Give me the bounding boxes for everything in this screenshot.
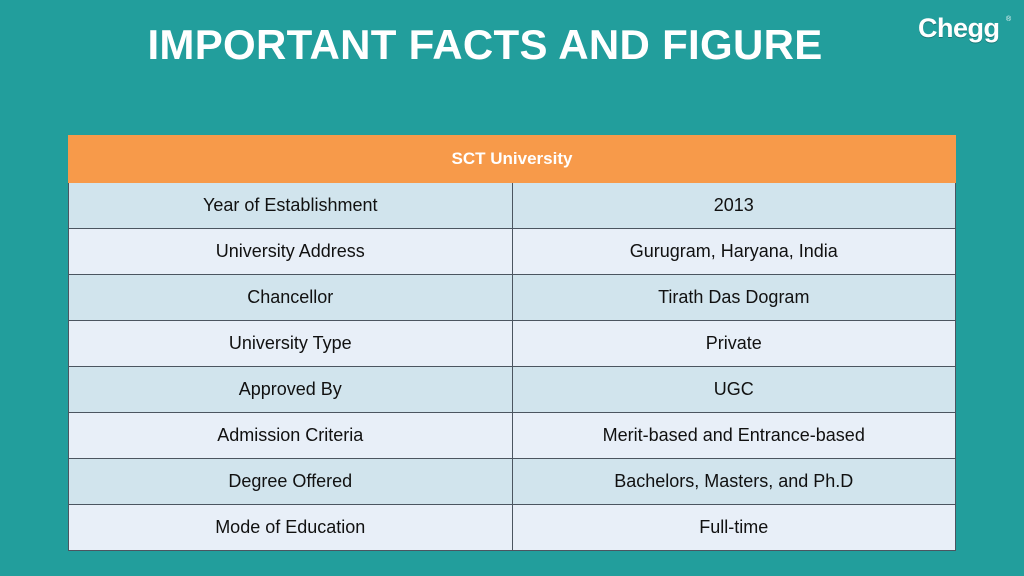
row-value: Merit-based and Entrance-based bbox=[511, 412, 956, 459]
slide-title: IMPORTANT FACTS AND FIGURE bbox=[147, 21, 823, 68]
row-value: Bachelors, Masters, and Ph.D bbox=[511, 458, 956, 505]
table-row: Admission Criteria Merit-based and Entra… bbox=[68, 412, 956, 459]
row-value: Tirath Das Dogram bbox=[511, 274, 956, 321]
row-label: University Address bbox=[68, 228, 513, 275]
table-header: SCT University bbox=[68, 135, 956, 183]
table-row: University Address Gurugram, Haryana, In… bbox=[68, 228, 956, 275]
row-value: 2013 bbox=[511, 182, 956, 229]
row-value: Full-time bbox=[511, 504, 956, 551]
row-label: Year of Establishment bbox=[68, 182, 513, 229]
row-label: Degree Offered bbox=[68, 458, 513, 505]
facts-table: SCT University Year of Establishment 201… bbox=[68, 135, 956, 551]
row-value: Gurugram, Haryana, India bbox=[511, 228, 956, 275]
table-header-row: SCT University bbox=[68, 135, 956, 183]
row-value: Private bbox=[511, 320, 956, 367]
row-label: Chancellor bbox=[68, 274, 513, 321]
row-label: Approved By bbox=[68, 366, 513, 413]
row-label: University Type bbox=[68, 320, 513, 367]
table-row: Degree Offered Bachelors, Masters, and P… bbox=[68, 458, 956, 505]
chegg-logo: Chegg bbox=[918, 13, 1000, 43]
table-row: Year of Establishment 2013 bbox=[68, 182, 956, 229]
row-label: Mode of Education bbox=[68, 504, 513, 551]
row-label: Admission Criteria bbox=[68, 412, 513, 459]
table-row: Chancellor Tirath Das Dogram bbox=[68, 274, 956, 321]
row-value: UGC bbox=[511, 366, 956, 413]
table-row: University Type Private bbox=[68, 320, 956, 367]
registered-mark: ® bbox=[1006, 16, 1012, 23]
table-row: Mode of Education Full-time bbox=[68, 504, 956, 551]
table-row: Approved By UGC bbox=[68, 366, 956, 413]
